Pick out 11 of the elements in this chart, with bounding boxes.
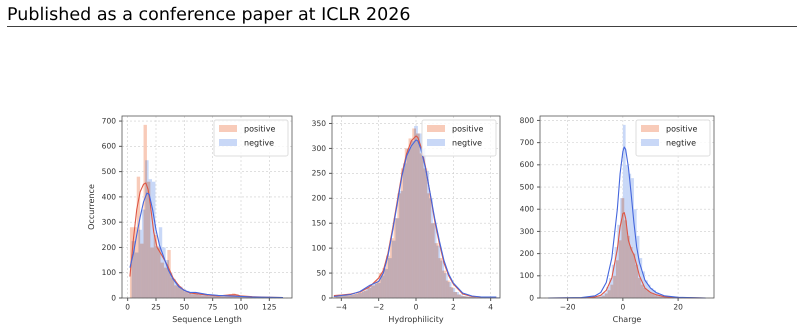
legend-label: positive	[244, 124, 276, 134]
legend-label: negtive	[666, 138, 696, 148]
y-axis-title: Occurrence	[87, 184, 96, 230]
legend-label: negtive	[452, 138, 482, 148]
x-axis-title: Hydrophilicity	[388, 315, 444, 324]
text: Published as a conference paper at ICLR 2026	[7, 5, 410, 25]
x-axis-title: Sequence Length	[172, 315, 242, 324]
x-axis-title: Charge	[612, 315, 642, 324]
legend-label: positive	[666, 124, 698, 134]
legend-label: negtive	[244, 138, 274, 148]
legend-label: positive	[452, 124, 484, 134]
